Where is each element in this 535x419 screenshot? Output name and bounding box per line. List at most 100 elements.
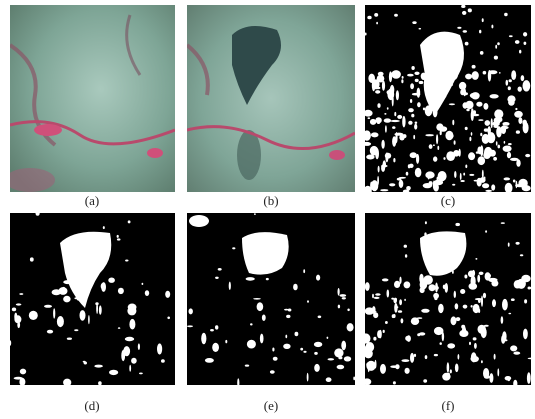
speckle (131, 358, 137, 364)
speckle (398, 310, 402, 313)
speckle (187, 325, 193, 327)
speckle (475, 298, 483, 300)
speckle (469, 283, 478, 290)
image-panel (187, 5, 355, 192)
speckle (375, 293, 380, 296)
detected-region (189, 215, 209, 227)
speckle (318, 316, 322, 319)
speckle (125, 337, 134, 341)
speckle (347, 323, 354, 331)
image-panel (365, 5, 531, 192)
speckle (326, 377, 332, 382)
speckle (501, 316, 504, 324)
speckle (53, 308, 55, 318)
speckle (469, 342, 471, 345)
speckle (419, 28, 422, 30)
speckle (482, 170, 484, 179)
speckle (411, 66, 414, 70)
caption: (d) (62, 398, 122, 414)
speckle (125, 260, 128, 262)
speckle (389, 183, 395, 186)
speckle (525, 126, 527, 133)
speckle (374, 13, 378, 17)
speckle (507, 152, 511, 158)
speckle (225, 340, 227, 343)
speckle (496, 126, 502, 137)
speckle (462, 11, 466, 15)
speckle (518, 87, 522, 92)
speckle (262, 315, 266, 321)
speckle (433, 144, 435, 146)
speckle (383, 330, 385, 333)
speckle (295, 332, 299, 336)
speckle (485, 190, 492, 192)
speckle (454, 291, 456, 298)
speckle (433, 180, 435, 189)
figure: (a) (b) (c) (d) (e) (f) (0, 0, 535, 419)
speckle (402, 116, 405, 128)
speckle (139, 373, 143, 375)
speckle (382, 81, 385, 91)
speckle (457, 27, 461, 29)
speckle (215, 325, 218, 329)
binary-map (365, 5, 531, 192)
speckle (376, 22, 378, 25)
speckle (293, 284, 298, 291)
speckle (373, 312, 378, 318)
speckle (508, 99, 515, 106)
speckle (272, 348, 274, 352)
speckle (508, 379, 510, 381)
speckle (421, 309, 429, 313)
speckle (286, 315, 290, 318)
speckle (524, 42, 527, 45)
speckle (485, 120, 491, 126)
speckle (465, 165, 467, 169)
speckle (508, 143, 512, 145)
speckle (161, 359, 165, 363)
speckle (417, 333, 420, 336)
speckle (476, 102, 482, 107)
speckle (405, 368, 410, 374)
speckle (490, 94, 499, 98)
speckle (337, 365, 345, 370)
speckle (138, 343, 140, 350)
speckle (437, 177, 439, 181)
speckle (392, 126, 395, 129)
speckle (460, 289, 465, 294)
speckle (367, 16, 371, 20)
speckle (247, 340, 256, 349)
speckle (374, 297, 380, 299)
speckle (465, 127, 468, 130)
speckle (435, 286, 439, 290)
speckle (452, 270, 454, 274)
speckle (479, 30, 481, 34)
speckle (463, 305, 468, 309)
speckle (484, 375, 490, 378)
speckle (433, 156, 437, 161)
speckle (424, 232, 426, 236)
speckle (12, 308, 16, 312)
speckle (413, 135, 415, 139)
speckle (300, 348, 303, 351)
binary-map (10, 213, 175, 385)
speckle (410, 152, 417, 158)
speckle (483, 71, 487, 75)
speckle (499, 72, 501, 74)
speckle (516, 242, 520, 245)
speckle (218, 268, 222, 271)
speckle (494, 354, 496, 360)
speckle (481, 327, 487, 338)
speckle (387, 290, 390, 298)
speckle (394, 112, 396, 116)
speckle (491, 118, 493, 128)
speckle (488, 278, 497, 282)
speckle (454, 171, 456, 178)
speckle (405, 336, 410, 341)
speckle (284, 309, 288, 311)
speckle (285, 335, 287, 339)
speckle (417, 102, 421, 107)
speckle (368, 365, 370, 372)
speckle (365, 282, 370, 291)
speckle (260, 334, 264, 344)
speckle (390, 365, 398, 368)
